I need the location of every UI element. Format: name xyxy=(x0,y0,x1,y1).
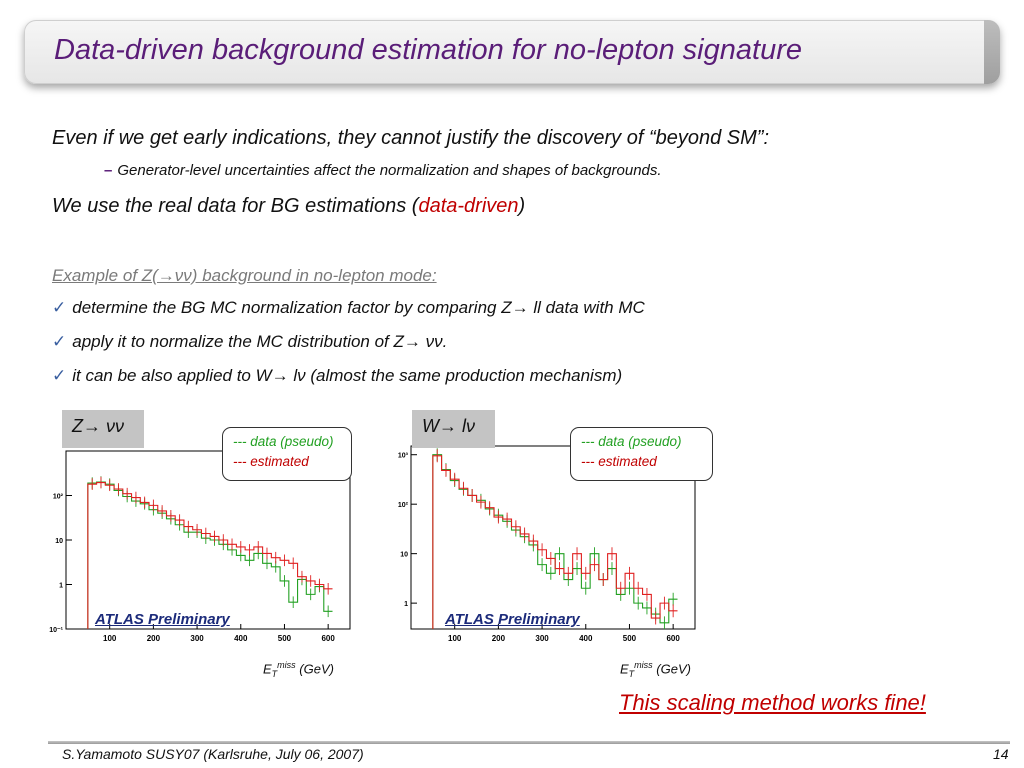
x-tick-label: 400 xyxy=(234,634,248,643)
slide-title: Data-driven background estimation for no… xyxy=(54,34,802,66)
check-icon: ✓ xyxy=(52,332,67,351)
x-axis-label-sub: T xyxy=(271,668,278,679)
conclusion-text: This scaling method works fine! xyxy=(619,690,926,715)
x-tick-label: 200 xyxy=(147,634,161,643)
bullet-data-driven-pre: We use the real data for BG estimations … xyxy=(52,195,419,217)
x-axis-label: ETmiss (GeV) xyxy=(620,660,691,679)
sub-bullet-generator-uncertainties: – Generator-level uncertainties affect th… xyxy=(104,162,662,179)
check-item-apply: ✓ apply it to normalize the MC distributi… xyxy=(52,332,447,352)
legend-w-lnu: --- data (pseudo) --- estimated xyxy=(570,427,713,481)
series-data-pseudo xyxy=(87,481,333,629)
legend-entry-data: --- data (pseudo) xyxy=(233,434,334,449)
series-estimated xyxy=(432,455,678,629)
y-tick-label: 10³ xyxy=(398,453,409,460)
y-tick-label: 1 xyxy=(404,601,408,608)
bullet-data-driven: We use the real data for BG estimations … xyxy=(52,195,525,218)
x-tick-label: 100 xyxy=(448,634,462,643)
footer-author-event: S.Yamamoto SUSY07 (Karlsruhe, July 06, 2… xyxy=(62,746,364,762)
check-item-text: apply it to normalize the MC distributio… xyxy=(72,332,448,351)
check-icon: ✓ xyxy=(52,366,67,385)
y-tick-label: 10 xyxy=(400,552,408,559)
page-number: 14 xyxy=(993,746,1009,762)
x-tick-label: 500 xyxy=(623,634,637,643)
check-item-text: it can be also applied to W→ lν (almost … xyxy=(72,366,623,385)
y-tick-label: 10⁻¹ xyxy=(49,627,63,634)
x-tick-label: 600 xyxy=(666,634,680,643)
x-axis-label-sub: T xyxy=(628,668,635,679)
atlas-preliminary-label: ATLAS Preliminary xyxy=(95,611,230,628)
y-tick-label: 10² xyxy=(398,502,409,509)
check-icon: ✓ xyxy=(52,298,67,317)
x-axis-label-sup: miss xyxy=(277,660,296,670)
sub-bullet-text: Generator-level uncertainties affect the… xyxy=(117,162,662,179)
footer-divider xyxy=(48,741,1010,744)
check-item-w-lnu: ✓ it can be also applied to W→ lν (almost… xyxy=(52,366,622,386)
x-tick-label: 200 xyxy=(492,634,506,643)
title-bar-edge xyxy=(984,20,1000,84)
x-tick-label: 300 xyxy=(190,634,204,643)
check-item-normalization: ✓ determine the BG MC normalization facto… xyxy=(52,298,645,318)
x-axis-label: ETmiss (GeV) xyxy=(263,660,334,679)
x-axis-label-unit: (GeV) xyxy=(652,661,691,677)
title-bar: Data-driven background estimation for no… xyxy=(24,20,1000,84)
x-axis-label-unit: (GeV) xyxy=(295,661,334,677)
sub-bullet-marker: – xyxy=(104,162,113,179)
bullet-data-driven-highlight: data-driven xyxy=(418,195,519,217)
y-tick-label: 10 xyxy=(55,538,63,545)
x-tick-label: 600 xyxy=(321,634,335,643)
y-tick-label: 1 xyxy=(59,583,63,590)
bullet-data-driven-post: ) xyxy=(518,195,526,217)
x-tick-label: 100 xyxy=(103,634,117,643)
panel-label-w-lnu: W→ lν xyxy=(412,410,495,448)
x-tick-label: 400 xyxy=(579,634,593,643)
series-estimated xyxy=(87,482,333,629)
legend-entry-estimated: --- estimated xyxy=(581,454,657,469)
legend-entry-data: --- data (pseudo) xyxy=(581,434,682,449)
legend-entry-estimated: --- estimated xyxy=(233,454,309,469)
check-item-text: determine the BG MC normalization factor… xyxy=(72,298,645,317)
x-axis-label-sup: miss xyxy=(634,660,653,670)
legend-z-nunu: --- data (pseudo) --- estimated xyxy=(222,427,352,481)
atlas-preliminary-label: ATLAS Preliminary xyxy=(445,611,580,628)
x-axis-label-main: E xyxy=(263,661,272,677)
x-tick-label: 500 xyxy=(278,634,292,643)
x-tick-label: 300 xyxy=(535,634,549,643)
panel-label-z-nunu: Z→ νν xyxy=(62,410,144,448)
x-axis-label-main: E xyxy=(620,661,629,677)
example-heading: Example of Z(→νν) background in no-lepto… xyxy=(52,266,437,285)
y-tick-label: 10² xyxy=(53,494,64,501)
bullet-early-indications: Even if we get early indications, they c… xyxy=(52,127,770,149)
